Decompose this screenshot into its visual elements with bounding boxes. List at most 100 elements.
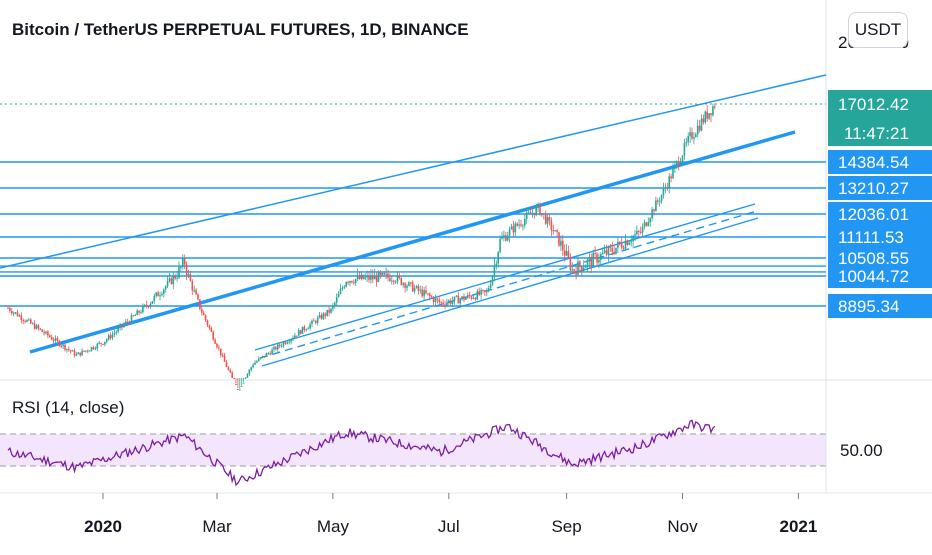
candle-body bbox=[451, 300, 454, 304]
candle-body bbox=[372, 276, 374, 280]
candle-body bbox=[119, 325, 121, 328]
candle-body bbox=[664, 187, 667, 189]
candle-body bbox=[180, 266, 182, 268]
candle-body bbox=[235, 384, 237, 386]
candle-body bbox=[132, 315, 135, 317]
candle-body bbox=[69, 350, 72, 352]
candle-body bbox=[444, 304, 446, 306]
candle-body bbox=[106, 339, 108, 342]
candle-body bbox=[605, 250, 608, 255]
candle-body bbox=[208, 325, 211, 329]
candle-body bbox=[573, 269, 575, 271]
last-price-label: 17012.42 bbox=[838, 95, 909, 114]
candle-body bbox=[459, 299, 461, 304]
time-axis-label: Sep bbox=[551, 517, 581, 536]
candle-body bbox=[142, 306, 144, 313]
candle-body bbox=[461, 296, 463, 300]
candle-body bbox=[273, 346, 275, 350]
candle-body bbox=[284, 342, 287, 344]
candle-body bbox=[560, 240, 562, 246]
candle-body bbox=[417, 286, 420, 291]
candle-body bbox=[212, 331, 214, 340]
candle-body bbox=[157, 292, 159, 297]
candle-body bbox=[639, 231, 642, 233]
candle-body bbox=[366, 276, 368, 278]
candle-body bbox=[22, 320, 24, 322]
candle-body bbox=[486, 291, 488, 293]
candle-body bbox=[113, 332, 116, 335]
candle-body bbox=[394, 281, 397, 283]
candle-body bbox=[248, 369, 251, 375]
candle-body bbox=[600, 254, 602, 260]
candle-body bbox=[332, 305, 334, 309]
candle-body bbox=[651, 209, 653, 219]
candle-body bbox=[518, 224, 520, 226]
candle-body bbox=[622, 247, 625, 249]
candle-body bbox=[199, 299, 201, 310]
candle-body bbox=[535, 207, 537, 216]
candle-body bbox=[45, 331, 47, 334]
candle-body bbox=[370, 276, 372, 280]
candle-body bbox=[164, 286, 167, 290]
candle-body bbox=[187, 274, 190, 276]
candle-body bbox=[373, 276, 376, 280]
candle-body bbox=[233, 378, 235, 380]
candle-body bbox=[562, 240, 564, 251]
candle-body bbox=[73, 350, 76, 356]
candle-body bbox=[375, 276, 378, 282]
candle-body bbox=[292, 337, 294, 339]
candle-body bbox=[569, 257, 572, 271]
currency-selector[interactable]: USDT bbox=[848, 12, 908, 48]
candle-body bbox=[111, 334, 114, 339]
candle-body bbox=[271, 349, 273, 355]
candle-body bbox=[512, 226, 515, 233]
candle-body bbox=[166, 280, 169, 287]
candle-body bbox=[163, 289, 165, 295]
candle-body bbox=[556, 230, 558, 233]
candle-body bbox=[204, 315, 207, 321]
candle-body bbox=[155, 292, 157, 296]
candle-body bbox=[121, 325, 123, 327]
candle-body bbox=[383, 272, 385, 275]
channel-mid-line bbox=[29, 130, 796, 354]
candle-body bbox=[311, 320, 313, 325]
candle-body bbox=[326, 309, 328, 316]
candle-body bbox=[275, 346, 277, 350]
candle-body bbox=[107, 335, 110, 340]
candle-body bbox=[299, 330, 302, 334]
candle-body bbox=[522, 225, 524, 227]
price-level-label: 10044.72 bbox=[838, 267, 909, 286]
candle-body bbox=[364, 277, 366, 279]
candle-body bbox=[695, 134, 697, 137]
candle-body bbox=[337, 293, 340, 298]
candle-body bbox=[240, 385, 243, 387]
candle-body bbox=[229, 369, 232, 373]
price-level-badge bbox=[828, 202, 932, 226]
candle-body bbox=[201, 309, 203, 313]
candle-body bbox=[438, 299, 441, 303]
candle-body bbox=[586, 259, 589, 267]
candle-body bbox=[628, 242, 631, 245]
candle-body bbox=[56, 338, 59, 341]
candle-body bbox=[626, 240, 629, 245]
candle-body bbox=[649, 218, 651, 223]
candle-body bbox=[320, 315, 323, 319]
candle-body bbox=[544, 214, 547, 224]
candle-body bbox=[493, 265, 496, 277]
candle-body bbox=[402, 283, 404, 285]
candle-body bbox=[624, 240, 627, 249]
candle-body bbox=[305, 329, 308, 331]
candle-body bbox=[286, 342, 289, 344]
price-level-label: 10508.55 bbox=[838, 249, 909, 268]
candle-body bbox=[508, 229, 511, 236]
price-level-badge bbox=[828, 176, 932, 200]
candle-body bbox=[170, 278, 173, 285]
candle-body bbox=[92, 347, 95, 349]
candle-body bbox=[280, 345, 283, 347]
rsi-indicator-label[interactable]: RSI (14, close) bbox=[10, 398, 127, 418]
candle-body bbox=[609, 246, 612, 248]
candle-body bbox=[290, 338, 292, 342]
price-level-badge bbox=[828, 294, 932, 318]
